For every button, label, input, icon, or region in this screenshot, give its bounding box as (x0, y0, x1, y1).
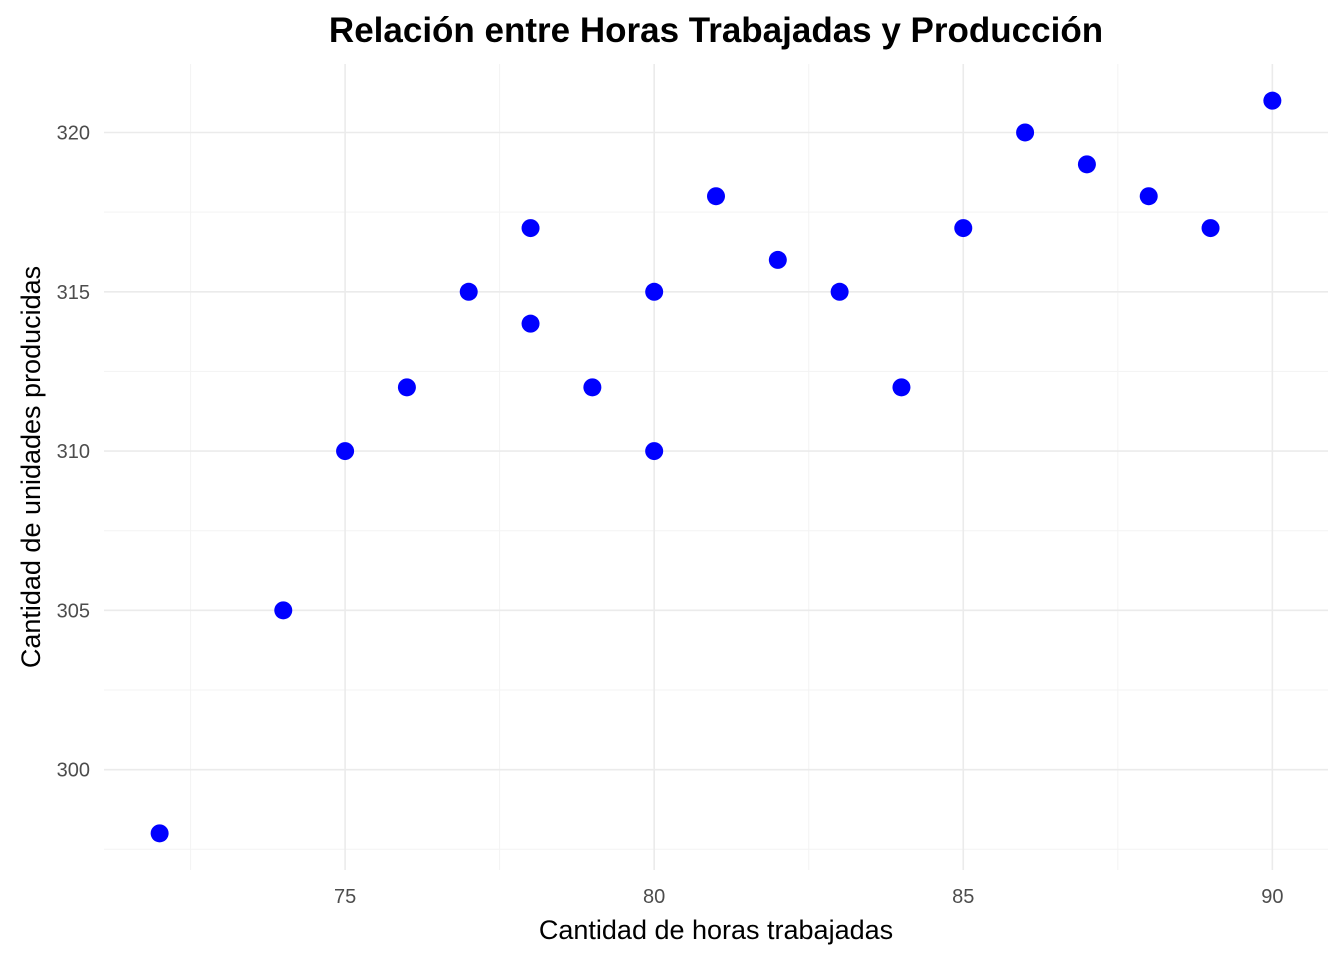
x-tick-label: 75 (334, 886, 356, 908)
x-axis-ticks: 75 80 85 90 (334, 886, 1284, 908)
data-point (1077, 155, 1096, 174)
data-point (397, 378, 416, 397)
y-axis-label: Cantidad de unidades producidas (16, 266, 46, 668)
data-point (521, 314, 540, 333)
data-point (645, 282, 664, 301)
data-point (1016, 123, 1035, 142)
x-tick-label: 90 (1261, 886, 1283, 908)
data-point (459, 282, 478, 301)
data-point (1139, 187, 1158, 206)
y-axis-ticks: 300 305 310 315 320 (57, 122, 90, 781)
data-point (830, 282, 849, 301)
data-point (768, 250, 787, 269)
data-point (521, 219, 540, 238)
chart-title: Relación entre Horas Trabajadas y Produc… (329, 11, 1103, 50)
data-point (954, 219, 973, 238)
y-tick-label: 315 (57, 282, 90, 304)
data-point (707, 187, 725, 206)
data-point (150, 824, 169, 843)
data-point (583, 378, 602, 397)
y-tick-label: 320 (57, 122, 90, 144)
data-points (150, 91, 1282, 843)
y-tick-label: 305 (57, 600, 90, 622)
data-point (274, 601, 293, 620)
data-point (892, 378, 911, 397)
x-axis-label: Cantidad de horas trabajadas (539, 915, 893, 945)
data-point (1263, 91, 1282, 110)
y-tick-label: 310 (57, 441, 90, 463)
y-tick-label: 300 (57, 760, 90, 782)
data-point (336, 442, 355, 461)
data-point (1201, 219, 1220, 238)
x-tick-label: 85 (952, 886, 974, 908)
data-point (645, 442, 664, 461)
major-gridlines (104, 64, 1328, 870)
minor-gridlines (104, 64, 1328, 870)
x-tick-label: 80 (643, 886, 665, 908)
